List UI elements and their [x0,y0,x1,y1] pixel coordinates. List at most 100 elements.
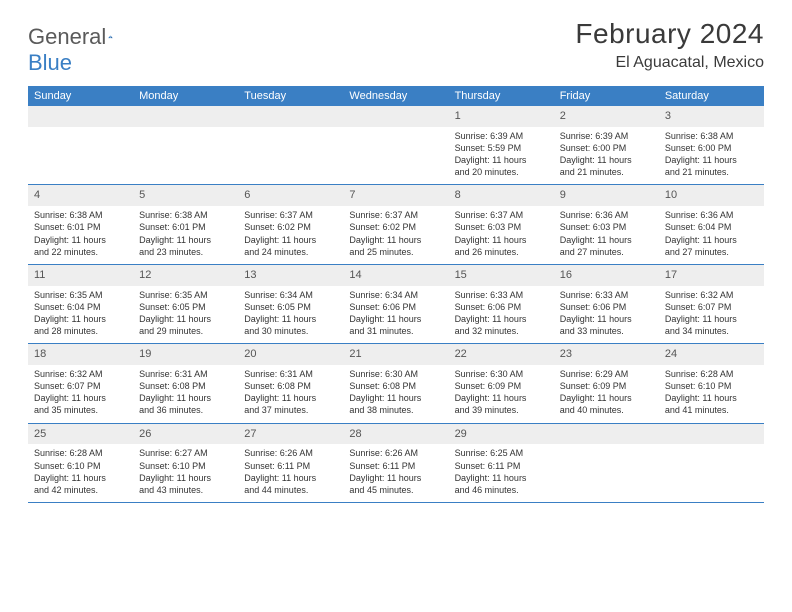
daylight-text-2: and 37 minutes. [244,404,337,416]
day-number: 24 [659,344,764,365]
day-number: 26 [133,424,238,445]
sunset-text: Sunset: 6:06 PM [560,301,653,313]
day-cell: 24Sunrise: 6:28 AMSunset: 6:10 PMDayligh… [659,344,764,422]
day-cell: 2Sunrise: 6:39 AMSunset: 6:00 PMDaylight… [554,106,659,184]
sunrise-text: Sunrise: 6:34 AM [244,289,337,301]
sunrise-text: Sunrise: 6:33 AM [455,289,548,301]
sunset-text: Sunset: 6:01 PM [34,221,127,233]
day-details: Sunrise: 6:30 AMSunset: 6:08 PMDaylight:… [343,365,448,423]
weekday-header: Saturday [659,86,764,106]
weekday-header: Friday [554,86,659,106]
day-details: Sunrise: 6:28 AMSunset: 6:10 PMDaylight:… [28,444,133,502]
sunrise-text: Sunrise: 6:35 AM [139,289,232,301]
day-details: Sunrise: 6:31 AMSunset: 6:08 PMDaylight:… [238,365,343,423]
day-cell: 19Sunrise: 6:31 AMSunset: 6:08 PMDayligh… [133,344,238,422]
day-details: Sunrise: 6:38 AMSunset: 6:01 PMDaylight:… [28,206,133,264]
daylight-text-1: Daylight: 11 hours [665,313,758,325]
weeks-container: 1Sunrise: 6:39 AMSunset: 5:59 PMDaylight… [28,106,764,503]
day-details: Sunrise: 6:37 AMSunset: 6:02 PMDaylight:… [343,206,448,264]
daylight-text-1: Daylight: 11 hours [139,234,232,246]
daylight-text-2: and 31 minutes. [349,325,442,337]
day-cell: 15Sunrise: 6:33 AMSunset: 6:06 PMDayligh… [449,265,554,343]
daylight-text-1: Daylight: 11 hours [455,472,548,484]
day-cell: 1Sunrise: 6:39 AMSunset: 5:59 PMDaylight… [449,106,554,184]
sunset-text: Sunset: 6:10 PM [665,380,758,392]
daylight-text-1: Daylight: 11 hours [34,234,127,246]
day-number: 12 [133,265,238,286]
sunset-text: Sunset: 6:03 PM [455,221,548,233]
day-cell: 9Sunrise: 6:36 AMSunset: 6:03 PMDaylight… [554,185,659,263]
daylight-text-2: and 25 minutes. [349,246,442,258]
daylight-text-2: and 44 minutes. [244,484,337,496]
day-number: 8 [449,185,554,206]
sunset-text: Sunset: 6:06 PM [455,301,548,313]
sunset-text: Sunset: 6:11 PM [349,460,442,472]
day-number: 28 [343,424,448,445]
daylight-text-1: Daylight: 11 hours [455,392,548,404]
daylight-text-1: Daylight: 11 hours [560,234,653,246]
day-details: Sunrise: 6:34 AMSunset: 6:05 PMDaylight:… [238,286,343,344]
sunrise-text: Sunrise: 6:33 AM [560,289,653,301]
daylight-text-2: and 23 minutes. [139,246,232,258]
daylight-text-2: and 32 minutes. [455,325,548,337]
daylight-text-1: Daylight: 11 hours [665,154,758,166]
day-number [554,424,659,445]
daylight-text-2: and 30 minutes. [244,325,337,337]
day-number: 18 [28,344,133,365]
day-details: Sunrise: 6:25 AMSunset: 6:11 PMDaylight:… [449,444,554,502]
sunset-text: Sunset: 6:11 PM [244,460,337,472]
day-details: Sunrise: 6:28 AMSunset: 6:10 PMDaylight:… [659,365,764,423]
sunset-text: Sunset: 6:01 PM [139,221,232,233]
weekday-header: Thursday [449,86,554,106]
day-cell: 27Sunrise: 6:26 AMSunset: 6:11 PMDayligh… [238,424,343,502]
daylight-text-2: and 24 minutes. [244,246,337,258]
sunrise-text: Sunrise: 6:37 AM [244,209,337,221]
sunrise-text: Sunrise: 6:31 AM [244,368,337,380]
sunrise-text: Sunrise: 6:39 AM [455,130,548,142]
daylight-text-2: and 20 minutes. [455,166,548,178]
sunset-text: Sunset: 6:02 PM [349,221,442,233]
sunrise-text: Sunrise: 6:38 AM [139,209,232,221]
weekday-header: Wednesday [343,86,448,106]
calendar: SundayMondayTuesdayWednesdayThursdayFrid… [28,86,764,503]
daylight-text-1: Daylight: 11 hours [349,472,442,484]
daylight-text-2: and 21 minutes. [560,166,653,178]
day-details: Sunrise: 6:35 AMSunset: 6:04 PMDaylight:… [28,286,133,344]
sunset-text: Sunset: 6:09 PM [560,380,653,392]
daylight-text-1: Daylight: 11 hours [34,392,127,404]
day-number: 21 [343,344,448,365]
day-number: 9 [554,185,659,206]
day-details: Sunrise: 6:37 AMSunset: 6:02 PMDaylight:… [238,206,343,264]
day-details: Sunrise: 6:36 AMSunset: 6:03 PMDaylight:… [554,206,659,264]
daylight-text-2: and 21 minutes. [665,166,758,178]
sunrise-text: Sunrise: 6:36 AM [560,209,653,221]
daylight-text-2: and 40 minutes. [560,404,653,416]
day-cell: 13Sunrise: 6:34 AMSunset: 6:05 PMDayligh… [238,265,343,343]
logo-text-general: General [28,24,106,50]
day-cell: 5Sunrise: 6:38 AMSunset: 6:01 PMDaylight… [133,185,238,263]
daylight-text-2: and 41 minutes. [665,404,758,416]
day-number: 3 [659,106,764,127]
week-row: 25Sunrise: 6:28 AMSunset: 6:10 PMDayligh… [28,424,764,503]
day-number: 25 [28,424,133,445]
sunset-text: Sunset: 5:59 PM [455,142,548,154]
day-details: Sunrise: 6:39 AMSunset: 6:00 PMDaylight:… [554,127,659,185]
sunset-text: Sunset: 6:04 PM [34,301,127,313]
sunrise-text: Sunrise: 6:38 AM [34,209,127,221]
sunrise-text: Sunrise: 6:27 AM [139,447,232,459]
sunset-text: Sunset: 6:03 PM [560,221,653,233]
daylight-text-1: Daylight: 11 hours [349,234,442,246]
day-details: Sunrise: 6:37 AMSunset: 6:03 PMDaylight:… [449,206,554,264]
day-details: Sunrise: 6:39 AMSunset: 5:59 PMDaylight:… [449,127,554,185]
daylight-text-1: Daylight: 11 hours [244,472,337,484]
daylight-text-2: and 36 minutes. [139,404,232,416]
sunrise-text: Sunrise: 6:28 AM [665,368,758,380]
daylight-text-2: and 35 minutes. [34,404,127,416]
day-number: 14 [343,265,448,286]
day-details: Sunrise: 6:36 AMSunset: 6:04 PMDaylight:… [659,206,764,264]
day-details: Sunrise: 6:32 AMSunset: 6:07 PMDaylight:… [28,365,133,423]
daylight-text-2: and 45 minutes. [349,484,442,496]
day-details: Sunrise: 6:38 AMSunset: 6:00 PMDaylight:… [659,127,764,185]
sunrise-text: Sunrise: 6:36 AM [665,209,758,221]
weekday-header: Sunday [28,86,133,106]
